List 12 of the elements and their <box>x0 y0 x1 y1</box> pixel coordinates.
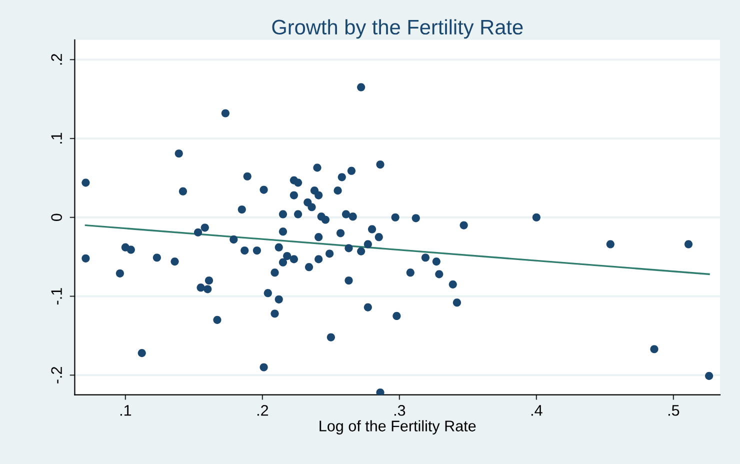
y-tick-label: .1 <box>51 132 62 144</box>
x-tick-label: .4 <box>531 405 542 416</box>
x-tick-label: .2 <box>257 404 268 416</box>
y-tick-label: 0 <box>51 214 62 222</box>
x-tick-label: .1 <box>120 405 132 416</box>
y-tick-label: .2 <box>51 54 62 65</box>
chart-title: Growth by the Fertility Rate <box>272 19 523 39</box>
x-tick-label: .5 <box>668 405 680 416</box>
x-tick-label: .3 <box>394 404 406 416</box>
y-tick-label: -.2 <box>51 366 62 384</box>
y-tick-label: -.1 <box>51 288 62 304</box>
x-axis-title: Log of the Fertility Rate <box>320 420 476 434</box>
